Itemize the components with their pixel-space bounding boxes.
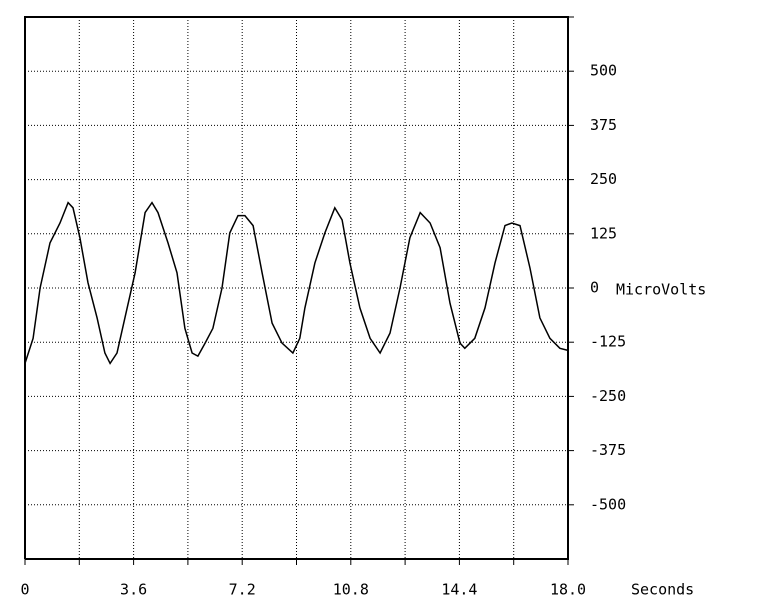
y-tick-label: -375 [590, 441, 626, 459]
plot-frame [24, 16, 569, 560]
data-line [24, 201, 569, 365]
x-tick-label: 3.6 [120, 581, 147, 599]
y-tick-label: -250 [590, 387, 626, 405]
x-tick-label: 14.4 [441, 581, 477, 599]
x-tick-label: 0 [20, 581, 29, 599]
y-tick-label: 500 [590, 62, 617, 80]
y-axis-label: MicroVolts [616, 281, 706, 299]
y-tick-label: -500 [590, 495, 626, 513]
y-tick-label: 250 [590, 170, 617, 188]
y-tick-label: -125 [590, 333, 626, 351]
x-tick-label: 18.0 [550, 581, 586, 599]
x-tick-label: 7.2 [229, 581, 256, 599]
x-axis-label: Seconds [631, 581, 694, 599]
y-tick-label: 0 [590, 279, 599, 297]
y-tick-label: 125 [590, 224, 617, 242]
y-tick-label: 375 [590, 116, 617, 134]
x-tick-label: 10.8 [333, 581, 369, 599]
